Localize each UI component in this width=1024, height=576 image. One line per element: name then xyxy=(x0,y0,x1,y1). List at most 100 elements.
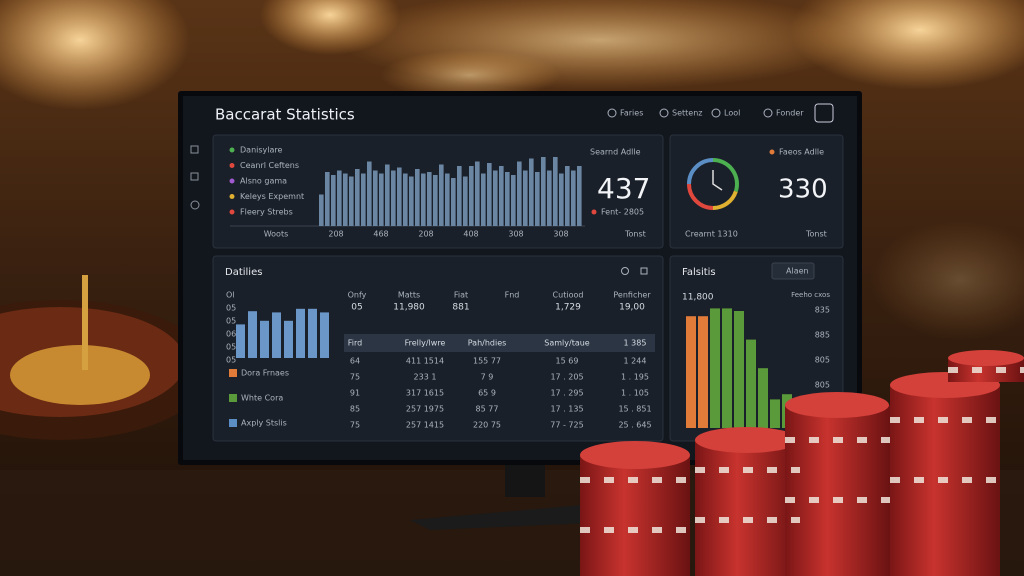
table-cell: 7 9 xyxy=(481,373,494,382)
stat-title: Searnd Adlle xyxy=(590,148,641,157)
bar xyxy=(272,312,281,358)
bar xyxy=(415,169,420,226)
table-cell: 1 . 105 xyxy=(621,389,649,398)
nav-item: Settenz xyxy=(672,109,702,118)
bar xyxy=(355,169,360,226)
bar xyxy=(331,175,336,226)
top-left: 11,800 xyxy=(682,293,714,303)
table-cell: 17 . 205 xyxy=(550,373,583,382)
x-label: 208 xyxy=(328,230,343,239)
table-header: Pah/hdies xyxy=(468,339,507,348)
table-cell: 25 . 645 xyxy=(618,421,651,430)
bar xyxy=(511,175,516,226)
summary-value: 11,980 xyxy=(393,303,425,313)
bar xyxy=(433,175,438,226)
table-cell: 91 xyxy=(350,389,360,398)
bar xyxy=(260,320,269,358)
y-label: Ol xyxy=(226,291,235,300)
bar xyxy=(427,172,432,226)
bar xyxy=(391,170,396,226)
bar xyxy=(517,161,522,226)
summary-value: 19,00 xyxy=(619,303,645,313)
table-header: Fird xyxy=(348,339,362,348)
bar xyxy=(758,368,768,428)
x-label: 308 xyxy=(508,230,523,239)
y-label: 05 xyxy=(226,317,236,326)
table-cell: 257 1415 xyxy=(406,421,444,430)
table-header: Samly/taue xyxy=(544,339,590,348)
table-header: Frelly/lwre xyxy=(405,339,446,348)
title: Baccarat Statistics xyxy=(215,106,355,124)
bar xyxy=(493,170,498,226)
table-header: 1 385 xyxy=(624,339,647,348)
bar xyxy=(325,172,330,226)
table-cell: 64 xyxy=(350,357,360,366)
bar xyxy=(319,194,324,226)
profile-button xyxy=(814,103,834,123)
sidebar xyxy=(190,145,200,210)
bar xyxy=(565,166,570,226)
stat-sub: Fent- 2805 xyxy=(601,208,644,217)
table-cell: 17 . 135 xyxy=(550,405,583,414)
table-cell: 75 xyxy=(350,373,360,382)
bar xyxy=(734,311,744,428)
gauge-value: 330 xyxy=(778,175,828,205)
legend-label: Keleys Expemnt xyxy=(240,192,304,201)
stat-value: 437 xyxy=(597,172,650,205)
bar xyxy=(320,312,329,358)
x-label: 408 xyxy=(463,230,478,239)
summary-value: 1,729 xyxy=(555,303,581,313)
table-header-row xyxy=(344,334,655,352)
button[interactable] xyxy=(771,262,815,280)
panel-title: Datilies xyxy=(225,267,262,278)
roulette xyxy=(0,275,210,440)
panel-title: Falsitis xyxy=(682,267,716,278)
gauge-hand xyxy=(712,170,723,191)
table-cell: 1 244 xyxy=(624,357,647,366)
column-header: Fiat xyxy=(454,291,468,300)
bar xyxy=(308,308,317,358)
table-cell: 220 75 xyxy=(473,421,501,430)
legend-label: Whte Cora xyxy=(241,394,283,403)
x-label: Woots xyxy=(264,230,289,239)
bar xyxy=(373,170,378,226)
table-cell: 317 1615 xyxy=(406,389,444,398)
bar xyxy=(451,178,456,226)
legend-dot xyxy=(229,147,235,153)
top-right: Feeho cxos xyxy=(791,291,830,299)
table-cell: 75 xyxy=(350,421,360,430)
table-cell: 411 1514 xyxy=(406,357,444,366)
legend-swatch xyxy=(229,419,237,427)
legend-label: Axply Stslis xyxy=(241,419,287,428)
y-label: 885 xyxy=(815,331,830,340)
x-label: 208 xyxy=(418,230,433,239)
bar xyxy=(367,161,372,226)
bar xyxy=(499,166,504,226)
table-cell: 15 . 851 xyxy=(618,405,651,414)
bar xyxy=(397,167,402,226)
bar xyxy=(361,173,366,226)
bar xyxy=(385,164,390,226)
summary-value: 05 xyxy=(351,303,362,313)
legend-label: Danisylare xyxy=(240,146,282,155)
table-cell: 85 xyxy=(350,405,360,414)
title-dot xyxy=(769,149,775,155)
bar xyxy=(686,316,696,428)
bar xyxy=(505,172,510,226)
legend-dot xyxy=(229,178,235,184)
bar xyxy=(571,170,576,226)
nav-icon xyxy=(763,108,773,118)
gauge-sub: Crearnt 1310 xyxy=(685,230,738,239)
table-cell: 155 77 xyxy=(473,357,501,366)
column-header: Matts xyxy=(398,291,420,300)
table-cell: 233 1 xyxy=(414,373,437,382)
legend-swatch xyxy=(229,394,237,402)
table-cell: 85 77 xyxy=(476,405,499,414)
nav-icon xyxy=(711,108,721,118)
x-label: 468 xyxy=(373,230,388,239)
bar xyxy=(236,324,245,358)
bar xyxy=(553,157,558,226)
bar xyxy=(475,161,480,226)
bar xyxy=(710,308,720,428)
bar xyxy=(248,311,257,358)
